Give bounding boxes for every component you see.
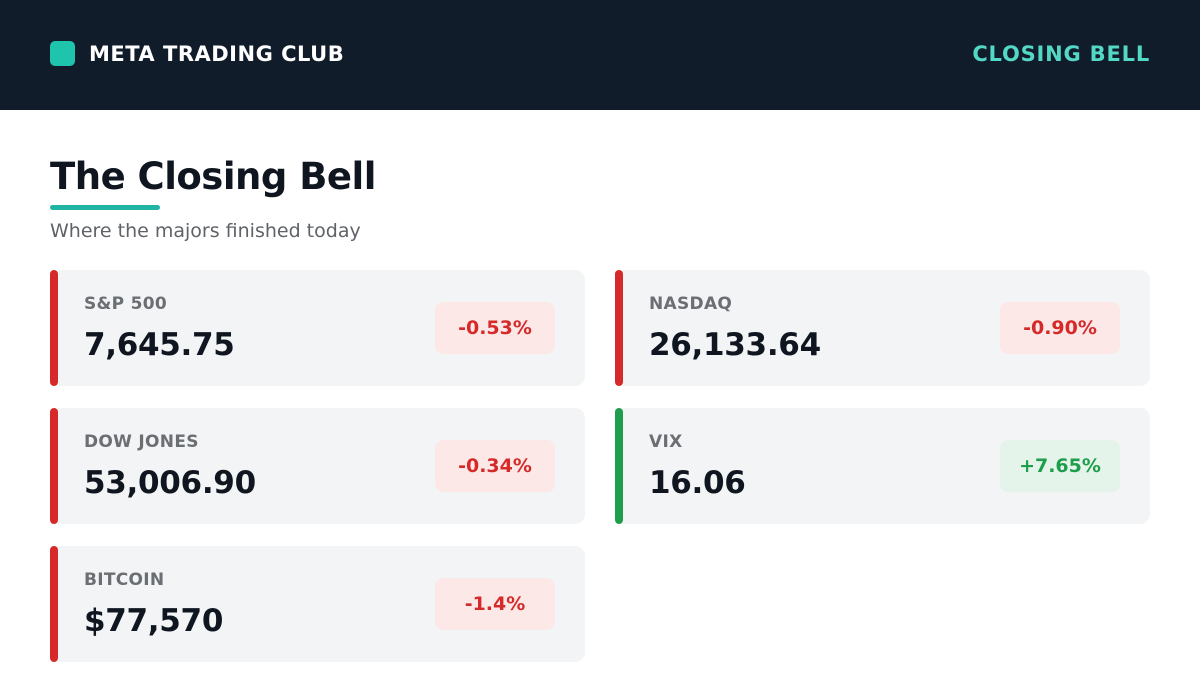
direction-accent-bar xyxy=(615,270,623,386)
direction-accent-bar xyxy=(615,408,623,524)
brand-logo-icon xyxy=(50,41,75,66)
change-badge: -1.4% xyxy=(435,578,555,630)
page-title: The Closing Bell xyxy=(50,155,376,198)
direction-accent-bar xyxy=(50,408,58,524)
market-name: BITCOIN xyxy=(84,570,165,590)
change-badge: -0.34% xyxy=(435,440,555,492)
market-name: S&P 500 xyxy=(84,294,168,314)
market-value: 53,006.90 xyxy=(84,465,256,501)
market-name: NASDAQ xyxy=(649,294,733,314)
page-subtitle: Where the majors finished today xyxy=(50,220,361,242)
direction-accent-bar xyxy=(50,270,58,386)
market-card-nasdaq: NASDAQ 26,133.64 -0.90% xyxy=(615,270,1150,386)
market-value: 7,645.75 xyxy=(84,327,235,363)
change-badge: -0.90% xyxy=(1000,302,1120,354)
market-card-vix: VIX 16.06 +7.65% xyxy=(615,408,1150,524)
change-badge: -0.53% xyxy=(435,302,555,354)
section-tag: CLOSING BELL xyxy=(972,42,1150,66)
market-card-sp500: S&P 500 7,645.75 -0.53% xyxy=(50,270,585,386)
title-underline xyxy=(50,205,160,210)
market-value: $77,570 xyxy=(84,603,224,639)
market-card-bitcoin: BITCOIN $77,570 -1.4% xyxy=(50,546,585,662)
market-value: 26,133.64 xyxy=(649,327,821,363)
top-bar: META TRADING CLUB CLOSING BELL xyxy=(0,0,1200,110)
market-card-dow-jones: DOW JONES 53,006.90 -0.34% xyxy=(50,408,585,524)
change-badge: +7.65% xyxy=(1000,440,1120,492)
market-value: 16.06 xyxy=(649,465,746,501)
direction-accent-bar xyxy=(50,546,58,662)
market-name: VIX xyxy=(649,432,683,452)
brand-name: META TRADING CLUB xyxy=(89,42,345,66)
market-name: DOW JONES xyxy=(84,432,199,452)
